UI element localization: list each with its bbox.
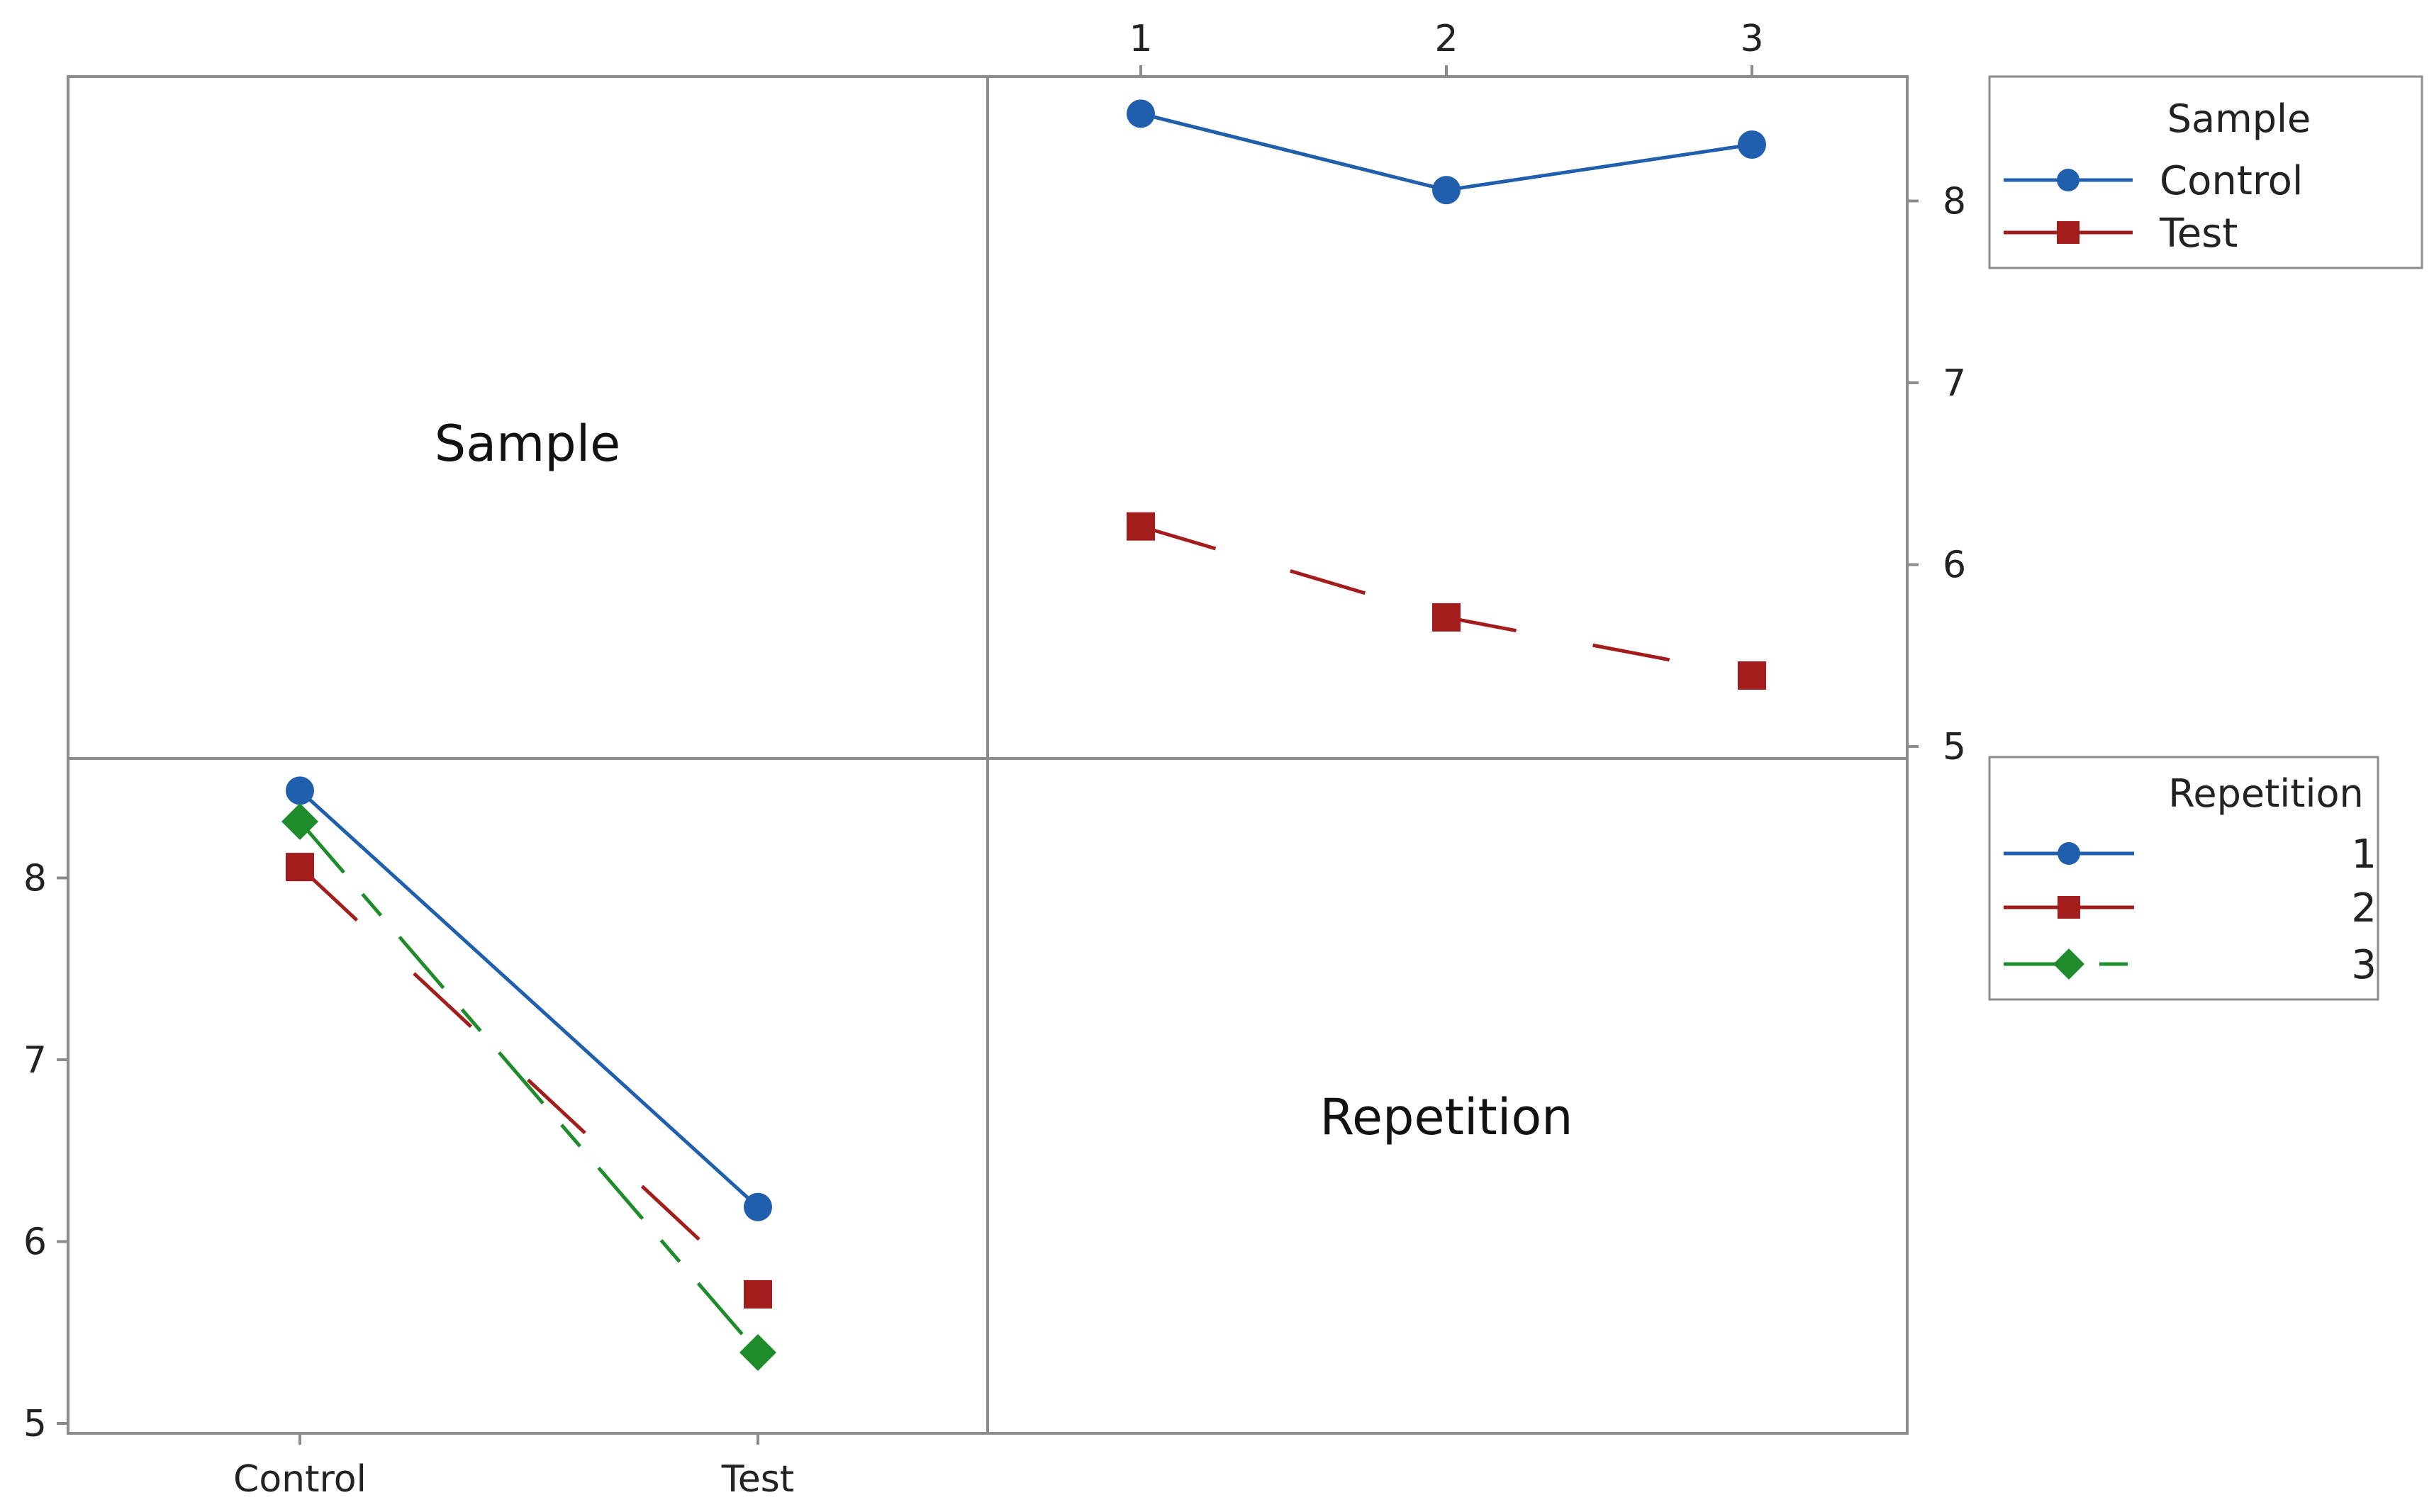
x-tick-label: Test bbox=[721, 1458, 794, 1501]
legend-repetition-3-marker bbox=[2053, 948, 2084, 980]
x-tick-label: 3 bbox=[1740, 18, 1763, 60]
bottom-left-axis-ticks: 5 6 7 8 Control Test bbox=[23, 858, 794, 1501]
legend-sample-test-label: Test bbox=[2159, 211, 2238, 257]
legend-sample-control-marker bbox=[2057, 169, 2079, 191]
data-point-test-1 bbox=[1127, 512, 1155, 541]
data-point-control-2 bbox=[1432, 176, 1461, 205]
data-point-2-1 bbox=[286, 853, 314, 882]
legend-repetition-1-label: 1 bbox=[2351, 831, 2377, 878]
data-point-2-2 bbox=[744, 1279, 772, 1309]
legend-repetition: Repetition 1 2 3 bbox=[1988, 756, 2379, 1001]
legend-sample-test-marker bbox=[2057, 221, 2079, 244]
legend-sample: Sample Control Test bbox=[1988, 75, 2423, 269]
data-point-3-1 bbox=[281, 802, 318, 840]
series-line-test bbox=[1140, 525, 1753, 678]
data-point-1-1 bbox=[286, 776, 314, 805]
panel-label-sample: Sample bbox=[435, 415, 620, 473]
data-point-test-3 bbox=[1738, 661, 1766, 690]
panel-label-repetition: Repetition bbox=[1319, 1088, 1573, 1146]
data-point-control-3 bbox=[1738, 130, 1766, 159]
legend-repetition-2-marker bbox=[2058, 896, 2080, 919]
y-tick-label: 5 bbox=[23, 1403, 47, 1445]
data-point-3-2 bbox=[739, 1333, 776, 1371]
top-right-axis-ticks: 5 6 7 8 1 2 3 bbox=[1129, 18, 1966, 768]
data-point-1-2 bbox=[744, 1192, 772, 1221]
bottom-left-series bbox=[281, 776, 776, 1371]
data-point-control-1 bbox=[1127, 99, 1155, 128]
legend-repetition-1-marker bbox=[2058, 842, 2080, 865]
y-tick-label: 5 bbox=[1943, 726, 1966, 768]
series-line-1 bbox=[298, 789, 759, 1209]
x-tick-label: 2 bbox=[1434, 18, 1458, 60]
legend-sample-title: Sample bbox=[2167, 96, 2311, 141]
y-tick-label: 7 bbox=[23, 1039, 47, 1082]
y-tick-label: 8 bbox=[23, 858, 47, 900]
x-tick-label: Control bbox=[233, 1458, 367, 1501]
legend-repetition-box bbox=[1988, 756, 2379, 1001]
y-tick-label: 8 bbox=[1943, 181, 1966, 223]
legend-repetition-2-label: 2 bbox=[2351, 885, 2377, 931]
top-right-series bbox=[1127, 99, 1766, 690]
y-tick-label: 6 bbox=[1943, 544, 1966, 587]
y-tick-label: 7 bbox=[1943, 362, 1966, 405]
legend-repetition-title: Repetition bbox=[2168, 771, 2363, 816]
series-line-2 bbox=[298, 866, 759, 1296]
y-tick-label: 6 bbox=[23, 1221, 47, 1264]
data-point-test-2 bbox=[1432, 603, 1461, 632]
series-line-3 bbox=[298, 820, 759, 1354]
legend-repetition-3-label: 3 bbox=[2351, 942, 2377, 988]
legend-sample-control-label: Control bbox=[2160, 158, 2303, 204]
x-tick-label: 1 bbox=[1129, 18, 1152, 60]
